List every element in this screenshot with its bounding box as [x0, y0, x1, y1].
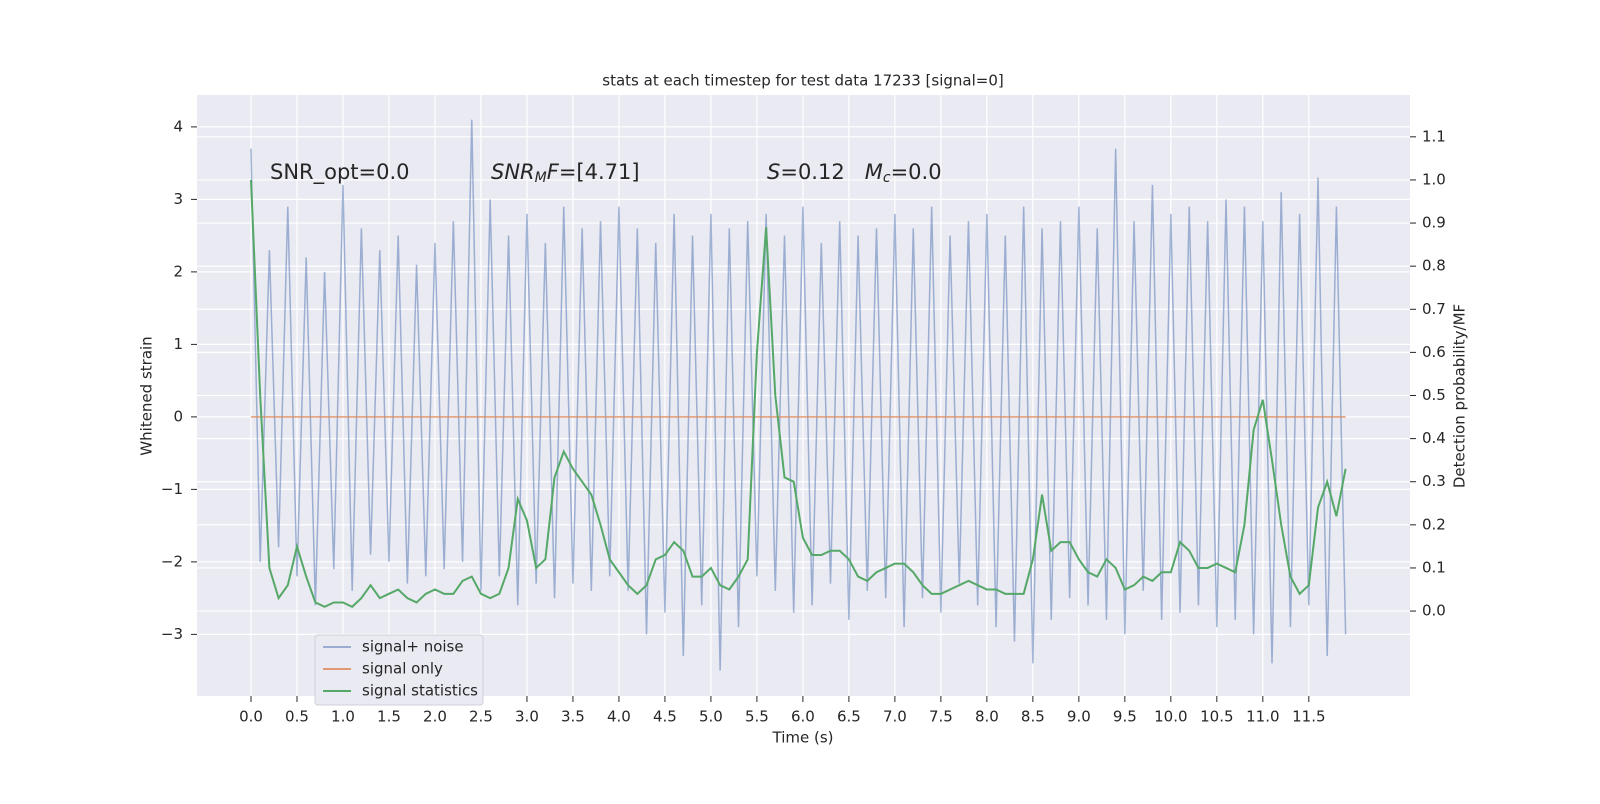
annotation-part: SNR_opt=0.0: [270, 160, 410, 185]
y2-tick-label: 0.8: [1422, 257, 1446, 275]
y2-tick-label: 0.2: [1422, 515, 1446, 533]
legend-label: signal only: [362, 660, 443, 678]
x-tick-label: 8.5: [1021, 708, 1045, 726]
x-tick-label: 6.0: [791, 708, 815, 726]
x-tick-label: 0.0: [239, 708, 263, 726]
y-tick-label: 1: [173, 335, 183, 353]
y-tick-label: −1: [161, 480, 183, 498]
y2-tick-label: 0.3: [1422, 472, 1446, 490]
annotation: SNRMF=[4.71]: [491, 160, 640, 186]
legend-label: signal statistics: [362, 682, 478, 700]
x-tick-label: 1.0: [331, 708, 355, 726]
x-tick-label: 10.0: [1154, 708, 1187, 726]
series-line: [250, 119, 1347, 671]
annotation-part: =0.12: [780, 160, 864, 184]
x-tick-label: 11.5: [1292, 708, 1325, 726]
y-tick-label: −3: [161, 625, 183, 643]
annotation-part: S: [767, 160, 780, 184]
y2-tick-label: 0.7: [1422, 300, 1446, 318]
annotation-part: SNR: [491, 160, 535, 184]
y-tick-label: 2: [173, 262, 183, 280]
y2-tick-label: 0.5: [1422, 386, 1446, 404]
annotation-part: =0.0: [891, 160, 942, 184]
x-axis-label: Time (s): [772, 729, 834, 747]
x-tick-label: 5.5: [745, 708, 769, 726]
legend-box: [314, 634, 484, 706]
annotation-part: F: [547, 160, 560, 184]
legend-label: signal+ noise: [362, 638, 464, 656]
y-tick-label: −2: [161, 552, 183, 570]
x-tick-label: 5.0: [699, 708, 723, 726]
chart-title: stats at each timestep for test data 172…: [602, 72, 1003, 90]
x-tick-label: 4.0: [607, 708, 631, 726]
y-tick-label: 3: [173, 190, 183, 208]
x-tick-label: 0.5: [285, 708, 309, 726]
annotation-part: M: [535, 170, 547, 186]
y2-tick-label: 0.4: [1422, 429, 1446, 447]
x-tick-label: 3.0: [515, 708, 539, 726]
y2-tick-label: 0.6: [1422, 343, 1446, 361]
annotation-part: M: [865, 160, 883, 184]
x-tick-label: 2.5: [469, 708, 493, 726]
x-tick-label: 9.0: [1067, 708, 1091, 726]
x-tick-label: 7.5: [929, 708, 953, 726]
annotation-part: c: [883, 170, 891, 186]
y-axis-label: Whitened strain: [138, 336, 156, 455]
annotation-part: =[4.71]: [559, 160, 640, 184]
x-tick-label: 4.5: [653, 708, 677, 726]
x-tick-label: 1.5: [377, 708, 401, 726]
y2-tick-label: 1.1: [1422, 127, 1446, 145]
x-tick-label: 7.0: [883, 708, 907, 726]
x-tick-label: 10.5: [1200, 708, 1233, 726]
y2-tick-label: 0.0: [1422, 602, 1446, 620]
y2-tick-label: 0.9: [1422, 214, 1446, 232]
y-tick-label: 0: [173, 407, 183, 425]
y2-axis-label: Detection probability/MF: [1451, 304, 1469, 488]
x-tick-label: 3.5: [561, 708, 585, 726]
x-tick-label: 9.5: [1113, 708, 1137, 726]
x-tick-label: 8.0: [975, 708, 999, 726]
y2-tick-label: 0.1: [1422, 558, 1446, 576]
x-tick-label: 6.5: [837, 708, 861, 726]
x-tick-label: 11.0: [1246, 708, 1279, 726]
y-tick-label: 4: [173, 117, 183, 135]
annotation: SNR_opt=0.0: [270, 160, 410, 185]
x-tick-label: 2.0: [423, 708, 447, 726]
y2-tick-label: 1.0: [1422, 170, 1446, 188]
annotation: S=0.12 Mc=0.0: [767, 160, 942, 186]
series-line: [249, 179, 1347, 608]
